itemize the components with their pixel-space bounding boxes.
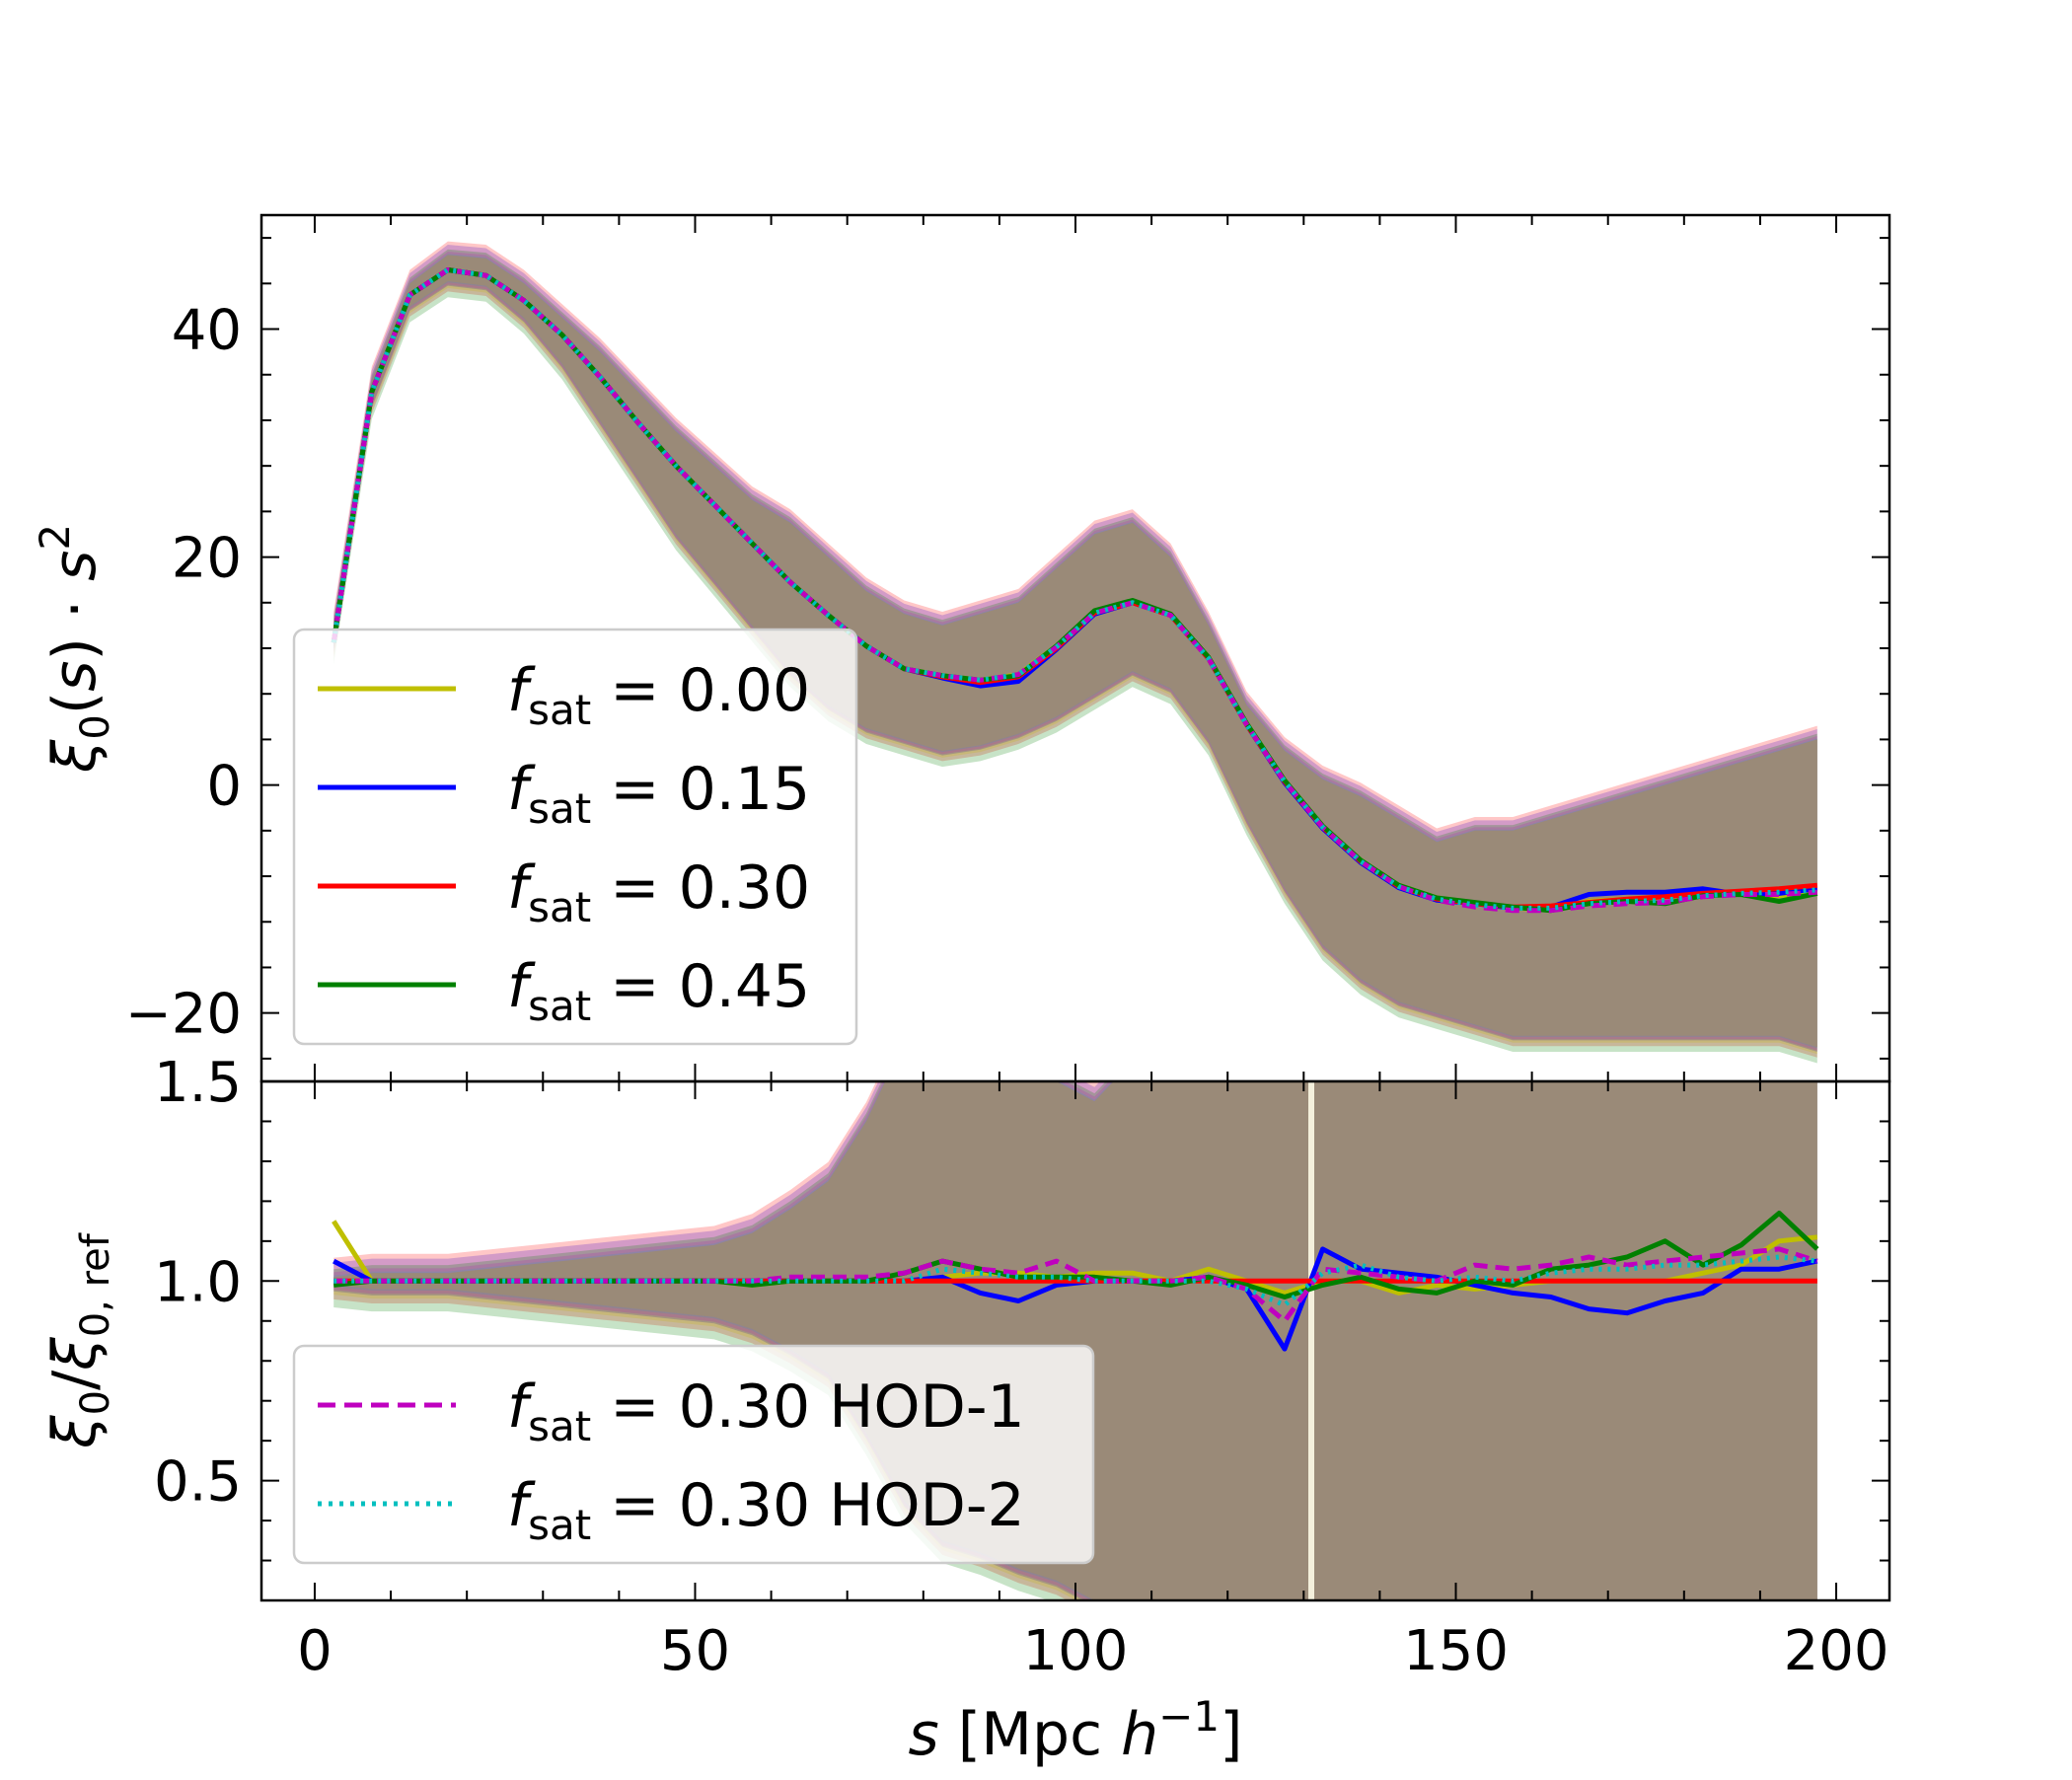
bottom-panel: 0.5 1.0 1.5 0 50 100 150 200 s [Mpc h−1] ξ0/ξ0, r… [40, 1051, 1891, 1769]
plot-area [332, 1081, 1819, 1600]
series-line [331, 267, 1817, 914]
overlap-band [333, 255, 1817, 1048]
x-tick-label: 0 [297, 1619, 333, 1683]
series-line [333, 1246, 1818, 1324]
x-tick-label: 50 [660, 1619, 730, 1683]
plot-area [331, 241, 1818, 1064]
legend-label: fsat = 0.15 [507, 755, 810, 833]
y-tick-label: 1.0 [154, 1250, 242, 1314]
y-tick-label: 0.5 [154, 1450, 242, 1515]
x-tick-label: 150 [1403, 1619, 1509, 1683]
x-tick-label: 100 [1023, 1619, 1129, 1683]
legend-label: fsat = 0.00 [507, 656, 810, 734]
y-tick-label: 20 [172, 527, 242, 591]
legend: fsat = 0.00 fsat = 0.15 fsat = 0.30 fsat = … [292, 628, 858, 1046]
y-tick-label: 1.5 [154, 1051, 242, 1115]
legend-frame [292, 628, 858, 1046]
legend-frame [292, 1344, 1095, 1565]
legend-label: fsat = 0.30 [507, 853, 810, 931]
y-tick-label: 40 [172, 299, 242, 363]
overlap-band [333, 1081, 1817, 1600]
y-tick-label: 0 [206, 755, 242, 819]
y-tick-label: −20 [125, 983, 242, 1047]
x-axis-label: s [Mpc h−1] [908, 1692, 1242, 1769]
x-tick-label: 200 [1784, 1619, 1889, 1683]
legend-label: fsat = 0.45 [507, 952, 810, 1030]
top-panel: −20 0 20 40 ξ0(s) · s2 fsat = 0.00 fsat = 0.15… [31, 213, 1891, 1083]
y-axis-label: ξ0(s) · s2 [31, 524, 118, 774]
y-axis-label: ξ0/ξ0, ref [40, 1232, 118, 1449]
